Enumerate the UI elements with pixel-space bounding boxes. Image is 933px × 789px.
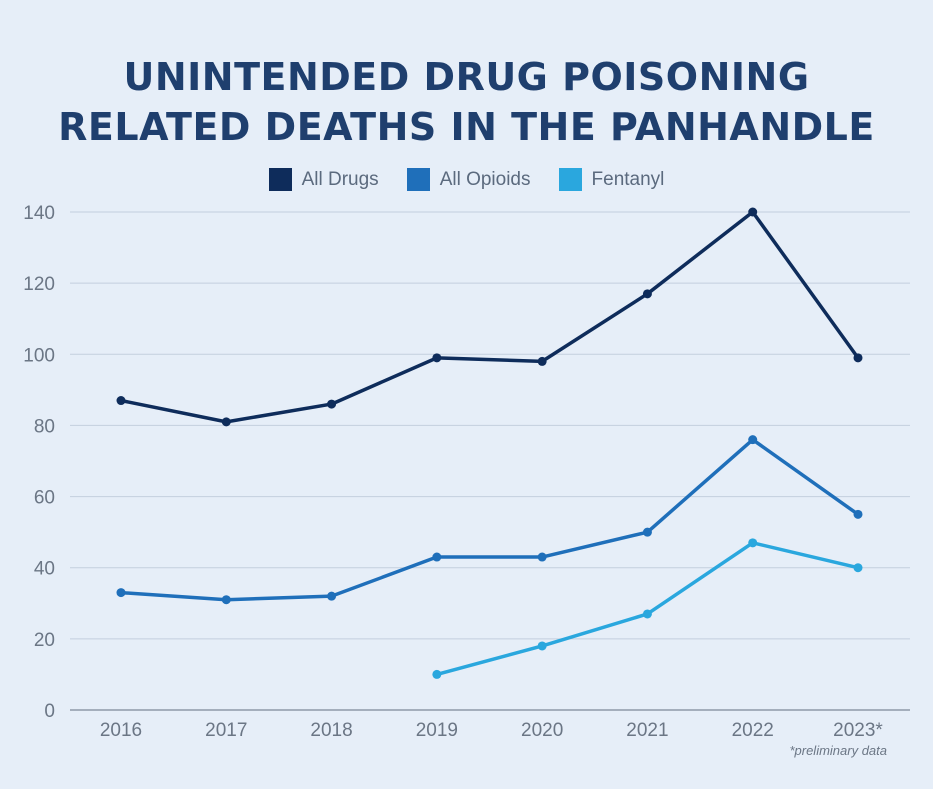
data-point-all-opioids — [327, 591, 337, 601]
x-tick-label: 2016 — [100, 720, 142, 741]
x-tick-label: 2023* — [833, 720, 883, 741]
legend-item-all-drugs: All Drugs — [268, 168, 379, 191]
series-line-all-opioids — [119, 437, 860, 602]
y-tick-label: 100 — [23, 345, 55, 366]
legend-item-all-opioids: All Opioids — [406, 168, 531, 191]
legend-swatch-all-drugs — [268, 168, 292, 191]
data-point-all-opioids — [432, 552, 442, 562]
x-tick-label: 2018 — [310, 720, 352, 741]
data-point-all-opioids — [116, 588, 126, 598]
x-tick-label: 2017 — [205, 720, 247, 741]
data-point-all-drugs — [221, 417, 231, 427]
data-point-fentanyl — [537, 641, 547, 651]
series-line-fentanyl — [435, 541, 860, 677]
data-point-all-drugs — [432, 353, 442, 363]
y-tick-label: 40 — [34, 559, 55, 580]
data-point-fentanyl — [748, 538, 758, 548]
y-tick-label: 60 — [34, 488, 55, 509]
data-point-all-opioids — [853, 509, 863, 519]
data-point-all-opioids — [537, 552, 547, 562]
y-tick-label: 20 — [34, 630, 55, 651]
legend-item-fentanyl: Fentanyl — [558, 168, 665, 191]
data-point-all-drugs — [116, 396, 126, 406]
data-point-all-drugs — [537, 356, 547, 366]
x-tick-label: 2021 — [626, 720, 668, 741]
chart-title: UNINTENDED DRUG POISONING RELATED DEATHS… — [0, 52, 933, 152]
footnote: *preliminary data — [789, 743, 887, 758]
data-point-all-opioids — [642, 527, 652, 537]
x-tick-label: 2020 — [521, 720, 563, 741]
legend-label-fentanyl: Fentanyl — [591, 168, 665, 190]
data-point-fentanyl — [853, 563, 863, 573]
y-tick-label: 120 — [23, 274, 55, 295]
legend-swatch-fentanyl — [558, 168, 582, 191]
title-line-2: RELATED DEATHS IN THE PANHANDLE — [58, 105, 875, 149]
x-tick-label: 2022 — [732, 720, 774, 741]
y-tick-label: 140 — [23, 203, 55, 224]
data-point-all-opioids — [748, 435, 758, 445]
data-point-fentanyl — [432, 669, 442, 679]
y-tick-label: 0 — [44, 701, 55, 722]
data-point-fentanyl — [642, 609, 652, 619]
data-point-all-drugs — [853, 353, 863, 363]
data-point-all-drugs — [748, 207, 758, 217]
legend-label-all-drugs: All Drugs — [301, 168, 379, 190]
x-tick-label: 2019 — [416, 720, 458, 741]
y-tick-label: 80 — [34, 416, 55, 437]
series-line-all-drugs — [119, 210, 860, 424]
legend: All Drugs All Opioids Fentanyl — [0, 168, 933, 191]
legend-label-all-opioids: All Opioids — [439, 168, 531, 190]
legend-swatch-all-opioids — [406, 168, 430, 191]
title-line-1: UNINTENDED DRUG POISONING — [123, 55, 810, 99]
data-point-all-opioids — [221, 595, 231, 605]
data-point-all-drugs — [327, 399, 337, 409]
data-point-all-drugs — [642, 289, 652, 299]
